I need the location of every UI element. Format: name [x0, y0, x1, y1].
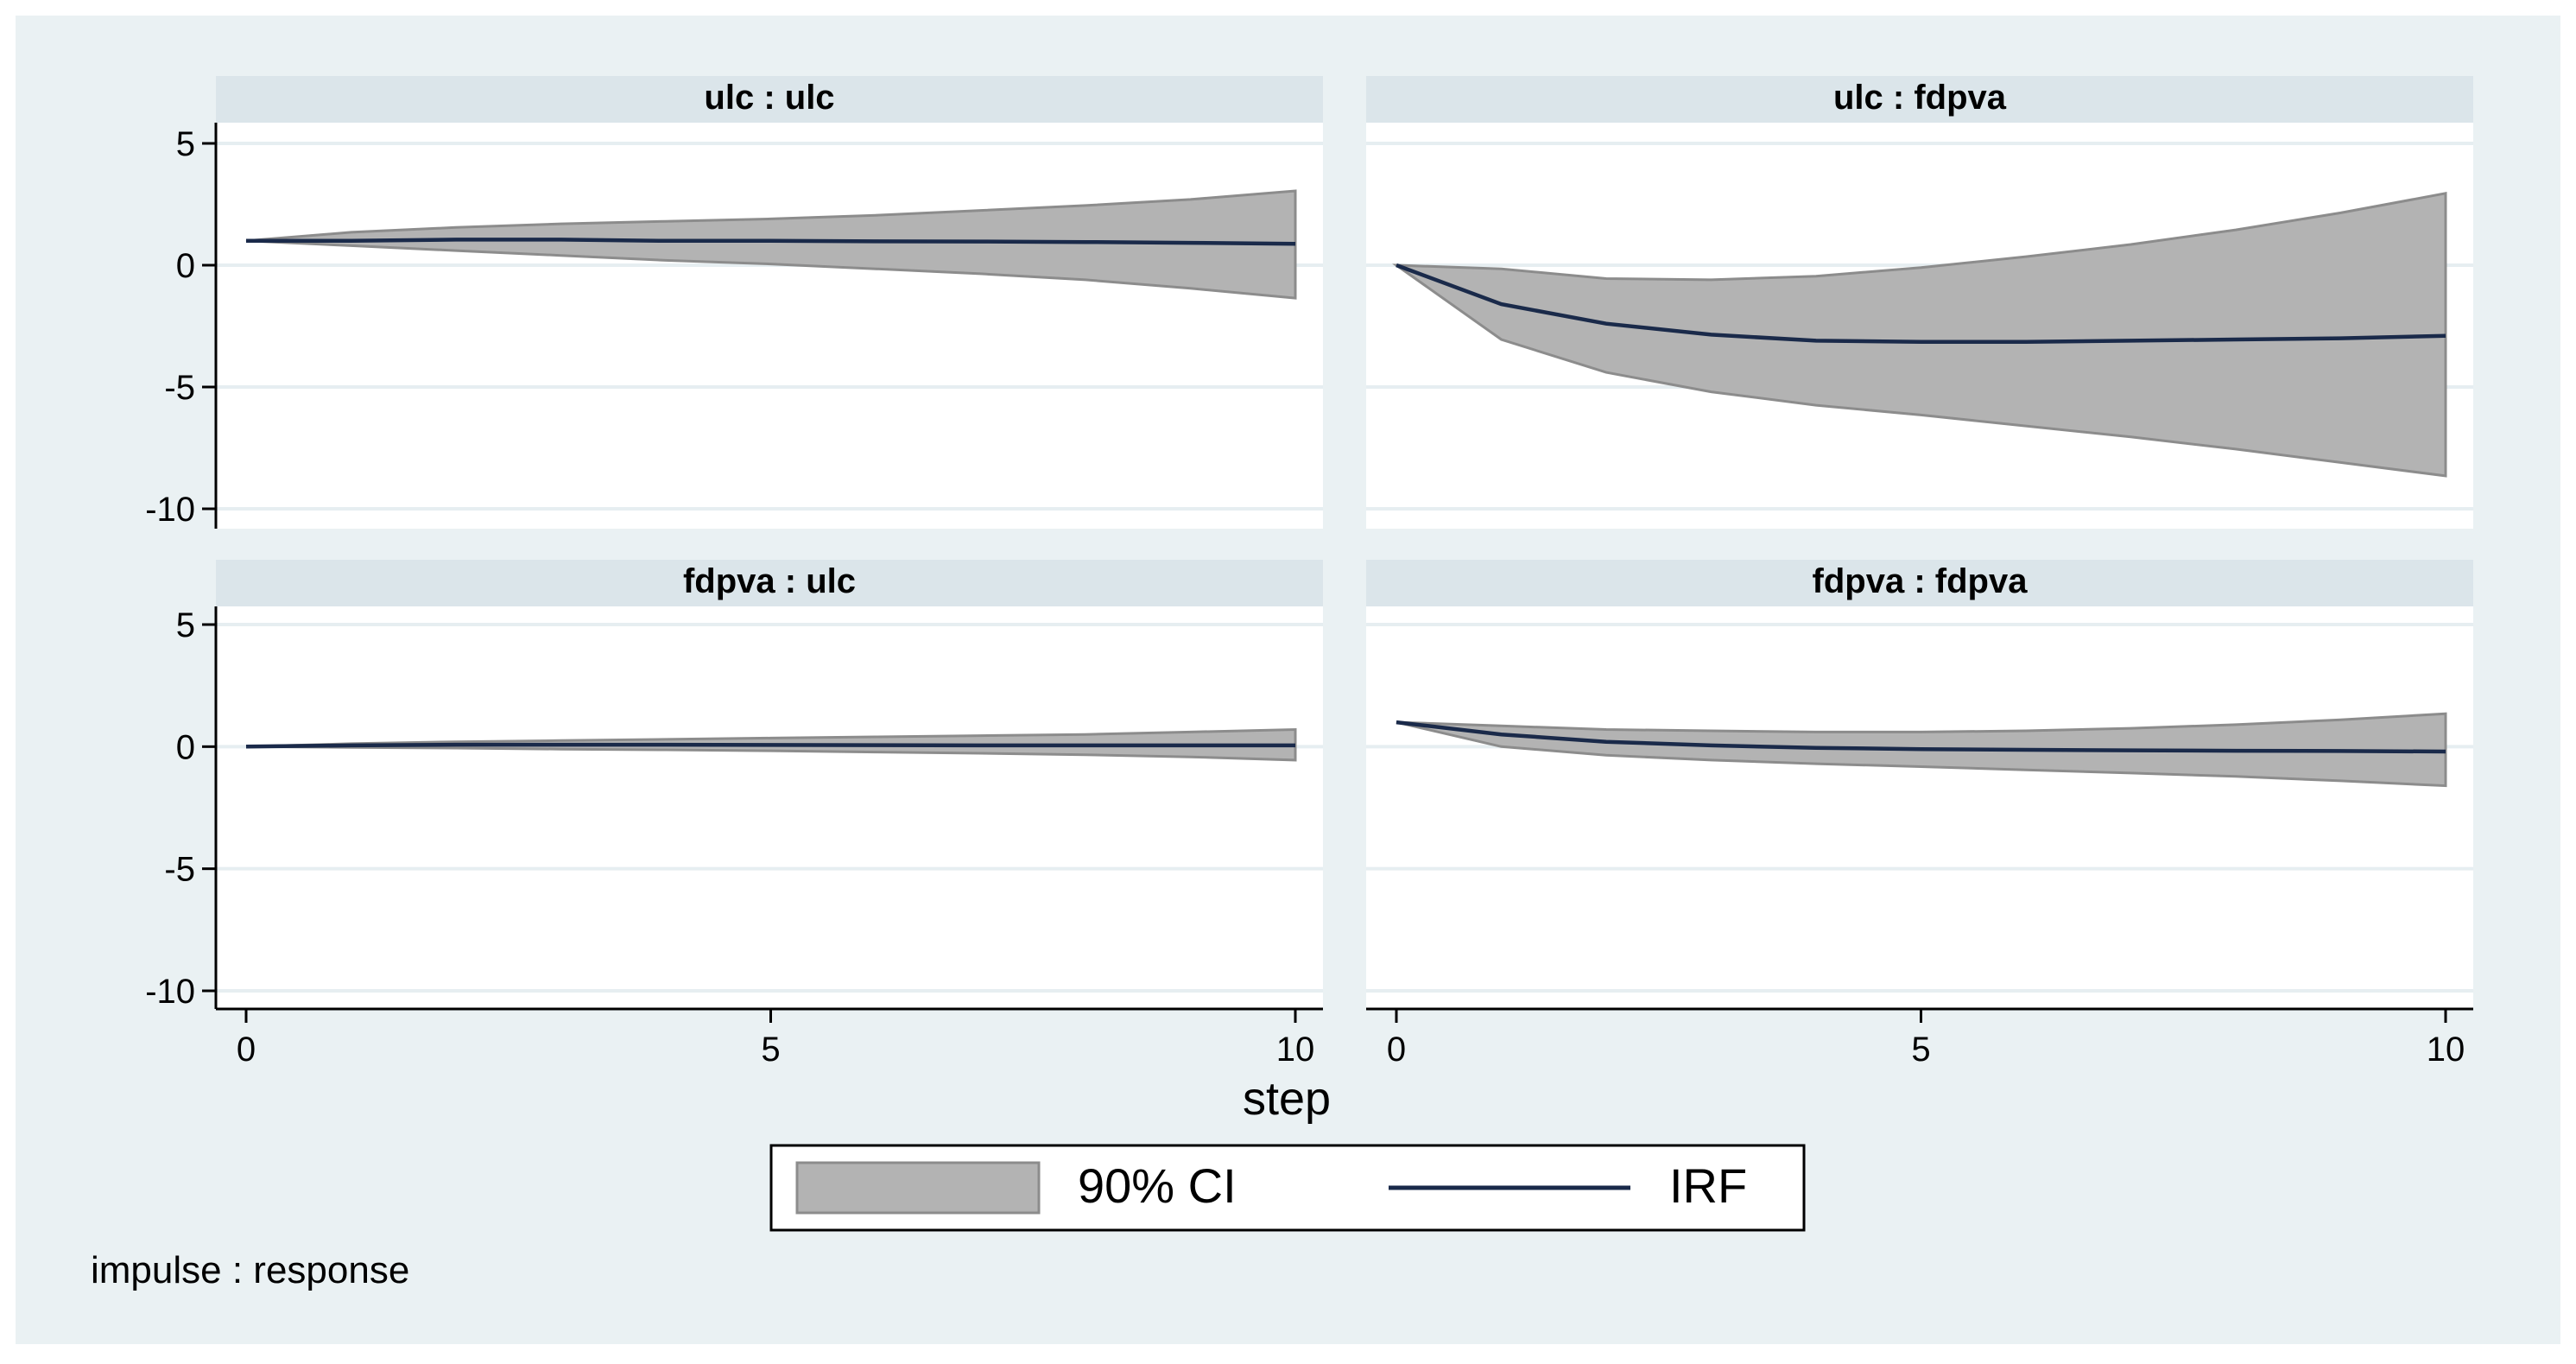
ci-band — [1392, 191, 2447, 478]
panel-title: fdpva : fdpva — [1813, 562, 2029, 600]
panel-plot-area — [216, 606, 1323, 1009]
panel-plot-area — [1366, 606, 2473, 1009]
legend-ci-swatch — [795, 1161, 1041, 1215]
panel-header — [1366, 76, 2473, 123]
impulse-response-note: impulse : response — [91, 1249, 409, 1291]
x-tick-label: 10 — [1276, 1031, 1315, 1069]
x-tick-label: 0 — [1387, 1031, 1406, 1069]
legend-irf-label: IRF — [1669, 1158, 1747, 1213]
irf-line — [245, 742, 1295, 749]
panel-header — [216, 76, 1323, 123]
y-tick-label: 5 — [176, 125, 195, 163]
irf-line — [1396, 263, 2446, 345]
y-tick-label: -10 — [145, 973, 195, 1011]
y-tick-label: 0 — [176, 247, 195, 285]
irf-line — [1396, 720, 2446, 754]
irf-line — [246, 238, 1296, 246]
axes-layer: 5 0 -5 -10 5 0 -5 -10 0 5 10 0 5 10 — [145, 123, 2473, 1069]
panel-title: fdpva : ulc — [683, 562, 856, 600]
x-tick-label: 0 — [237, 1031, 256, 1069]
panel-header — [1366, 560, 2473, 606]
x-tick-label: 10 — [2427, 1031, 2465, 1069]
y-tick-label: 0 — [176, 728, 195, 766]
y-tick-label: 5 — [176, 606, 195, 644]
panel-plot-area — [216, 123, 1323, 529]
panel-header — [216, 560, 1323, 606]
panel-title: ulc : ulc — [704, 79, 834, 117]
x-tick-label: 5 — [1911, 1031, 1930, 1069]
y-tick-label: -10 — [145, 491, 195, 529]
ci-band — [245, 189, 1297, 300]
y-tick-label: -5 — [164, 851, 195, 889]
panel-title: ulc : fdpva — [1833, 79, 2007, 117]
panels-layer: ulc : ulc ulc : fdpva fdpva : ulc fdpva : f… — [216, 76, 2473, 1009]
x-tick-label: 5 — [761, 1031, 780, 1069]
y-tick-label: -5 — [164, 369, 195, 407]
legend: 90% CI IRF — [769, 1144, 1806, 1232]
legend-ci-label: 90% CI — [1078, 1158, 1237, 1213]
x-axis-label: step — [1243, 1073, 1331, 1125]
